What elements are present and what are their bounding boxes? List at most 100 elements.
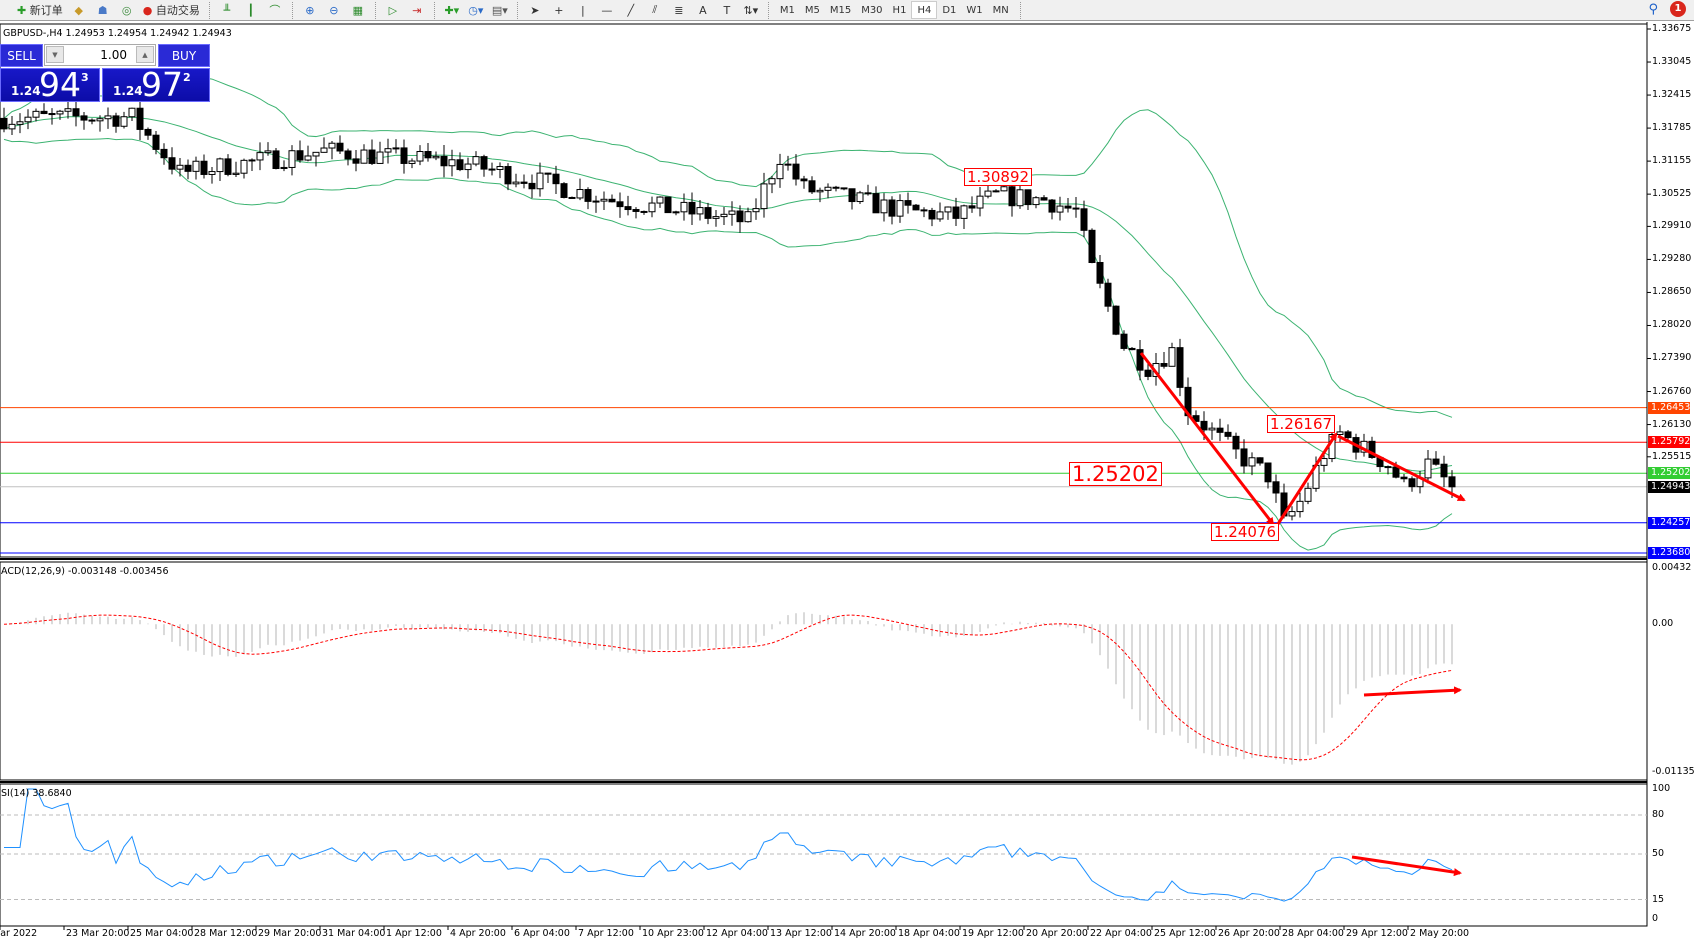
candle: [584, 187, 592, 210]
timeframe-d1[interactable]: D1: [942, 4, 957, 16]
candle-body: [528, 182, 536, 190]
candle-body: [32, 110, 40, 118]
periods-icon[interactable]: ◷▾: [468, 3, 484, 17]
candle: [144, 127, 152, 140]
buy-button[interactable]: BUY: [158, 44, 210, 67]
time-axis-label: 28 Mar 12:00: [194, 928, 258, 939]
signals-icon[interactable]: ◎: [121, 3, 132, 17]
one-click-trading-panel: SELL 1.00 ▼ ▲ BUY 1.24 94 3 1.24 97 2: [0, 44, 210, 104]
candle: [632, 207, 640, 219]
candle-body: [560, 183, 568, 198]
candle: [464, 157, 472, 179]
timeframe-m5[interactable]: M5: [804, 4, 820, 16]
candle: [112, 112, 120, 133]
candle: [928, 207, 936, 227]
candle-body: [536, 172, 544, 190]
candle-body: [72, 108, 80, 117]
candle-body: [600, 198, 608, 202]
navigator-icon[interactable]: ☗: [97, 3, 108, 17]
horizontal-line-price: 1.23680: [1648, 547, 1690, 559]
chart-canvas[interactable]: [0, 22, 1694, 937]
timeframe-h4[interactable]: H4: [911, 1, 938, 19]
search-icon[interactable]: ⚲: [1648, 2, 1658, 17]
candle-body: [512, 181, 520, 185]
candle-body: [1048, 199, 1056, 213]
candle: [1040, 195, 1048, 201]
candle: [1248, 452, 1256, 476]
market-watch-icon[interactable]: ◆: [74, 3, 83, 17]
text-icon[interactable]: A: [699, 3, 707, 17]
candle-body: [1128, 347, 1136, 351]
candle: [792, 154, 800, 186]
timeframe-w1[interactable]: W1: [966, 4, 983, 16]
timeframe-bar: M1 M5 M15 M30 H1 H4 D1 W1 MN: [775, 1, 1014, 19]
zoom-in-icon[interactable]: ⊕: [305, 3, 315, 17]
candle-body: [824, 186, 832, 191]
candle-body: [48, 113, 56, 116]
text-label-icon[interactable]: T: [723, 3, 731, 17]
timeframe-m1[interactable]: M1: [779, 4, 795, 16]
timeframe-m30[interactable]: M30: [861, 4, 883, 16]
fibonacci-icon[interactable]: ≣: [674, 3, 684, 17]
candle-body: [552, 173, 560, 185]
candle: [536, 162, 544, 197]
buy-price-button[interactable]: 1.24 97 2: [102, 65, 210, 104]
candle-body: [1088, 229, 1096, 264]
candle-body: [1168, 347, 1176, 367]
lot-increase-button[interactable]: ▲: [136, 46, 154, 63]
candle-body: [472, 156, 480, 165]
candle-body: [1424, 458, 1432, 479]
auto-scroll-icon[interactable]: ▷: [388, 3, 398, 17]
candle-body: [856, 192, 864, 203]
sell-button[interactable]: SELL: [0, 44, 43, 67]
equidistant-channel-icon[interactable]: ⫽: [652, 3, 658, 16]
templates-icon[interactable]: ▤▾: [491, 3, 508, 17]
bar-chart-icon[interactable]: ╨: [223, 3, 231, 17]
candlestick-icon[interactable]: ┃: [247, 3, 255, 17]
new-order-button[interactable]: ✚ 新订单: [14, 1, 66, 19]
notification-badge[interactable]: 1: [1670, 1, 1686, 17]
candle: [120, 111, 128, 129]
zoom-out-icon[interactable]: ⊖: [329, 3, 339, 17]
timeframe-h1[interactable]: H1: [892, 4, 907, 16]
candle: [608, 194, 616, 203]
timeframe-mn[interactable]: MN: [992, 4, 1009, 16]
crosshair-icon[interactable]: +: [554, 3, 564, 17]
horizontal-line-icon[interactable]: —: [601, 3, 613, 17]
chart-window[interactable]: [0, 22, 1694, 937]
up-trend-arrow: [1276, 432, 1338, 525]
line-chart-icon[interactable]: ⌒: [269, 4, 281, 17]
candle: [952, 197, 960, 226]
candle: [1296, 492, 1304, 518]
candle: [1304, 482, 1312, 505]
candle: [936, 202, 944, 222]
chart-shift-icon[interactable]: ⇥: [412, 3, 422, 17]
arrows-icon[interactable]: ⇅▾: [743, 3, 759, 17]
candle: [1032, 196, 1040, 209]
candle-body: [792, 163, 800, 180]
cursor-icon[interactable]: ➤: [530, 3, 540, 17]
candle: [488, 162, 496, 176]
candle: [336, 135, 344, 155]
tile-windows-icon[interactable]: ▦: [352, 3, 364, 17]
candle: [48, 108, 56, 125]
lot-size-input[interactable]: 1.00: [44, 44, 156, 66]
candle-body: [616, 201, 624, 208]
indicators-icon[interactable]: ✚▾: [444, 3, 460, 17]
lot-decrease-button[interactable]: ▼: [46, 46, 64, 63]
candle-body: [88, 119, 96, 122]
candle: [448, 149, 456, 177]
timeframe-m15[interactable]: M15: [829, 4, 852, 16]
sell-price-button[interactable]: 1.24 94 3: [0, 65, 100, 104]
candle-body: [816, 189, 824, 193]
candle-body: [280, 166, 288, 169]
trendline-icon[interactable]: ╱: [627, 3, 635, 17]
price-label: 1.25202: [1069, 462, 1162, 487]
candle: [872, 186, 880, 214]
candle-body: [896, 200, 904, 217]
vertical-line-icon[interactable]: |: [580, 3, 585, 17]
auto-trading-button[interactable]: ● 自动交易: [140, 1, 203, 19]
candle: [1176, 338, 1184, 397]
candle-body: [1392, 466, 1400, 478]
price-label: 1.24076: [1211, 523, 1280, 541]
